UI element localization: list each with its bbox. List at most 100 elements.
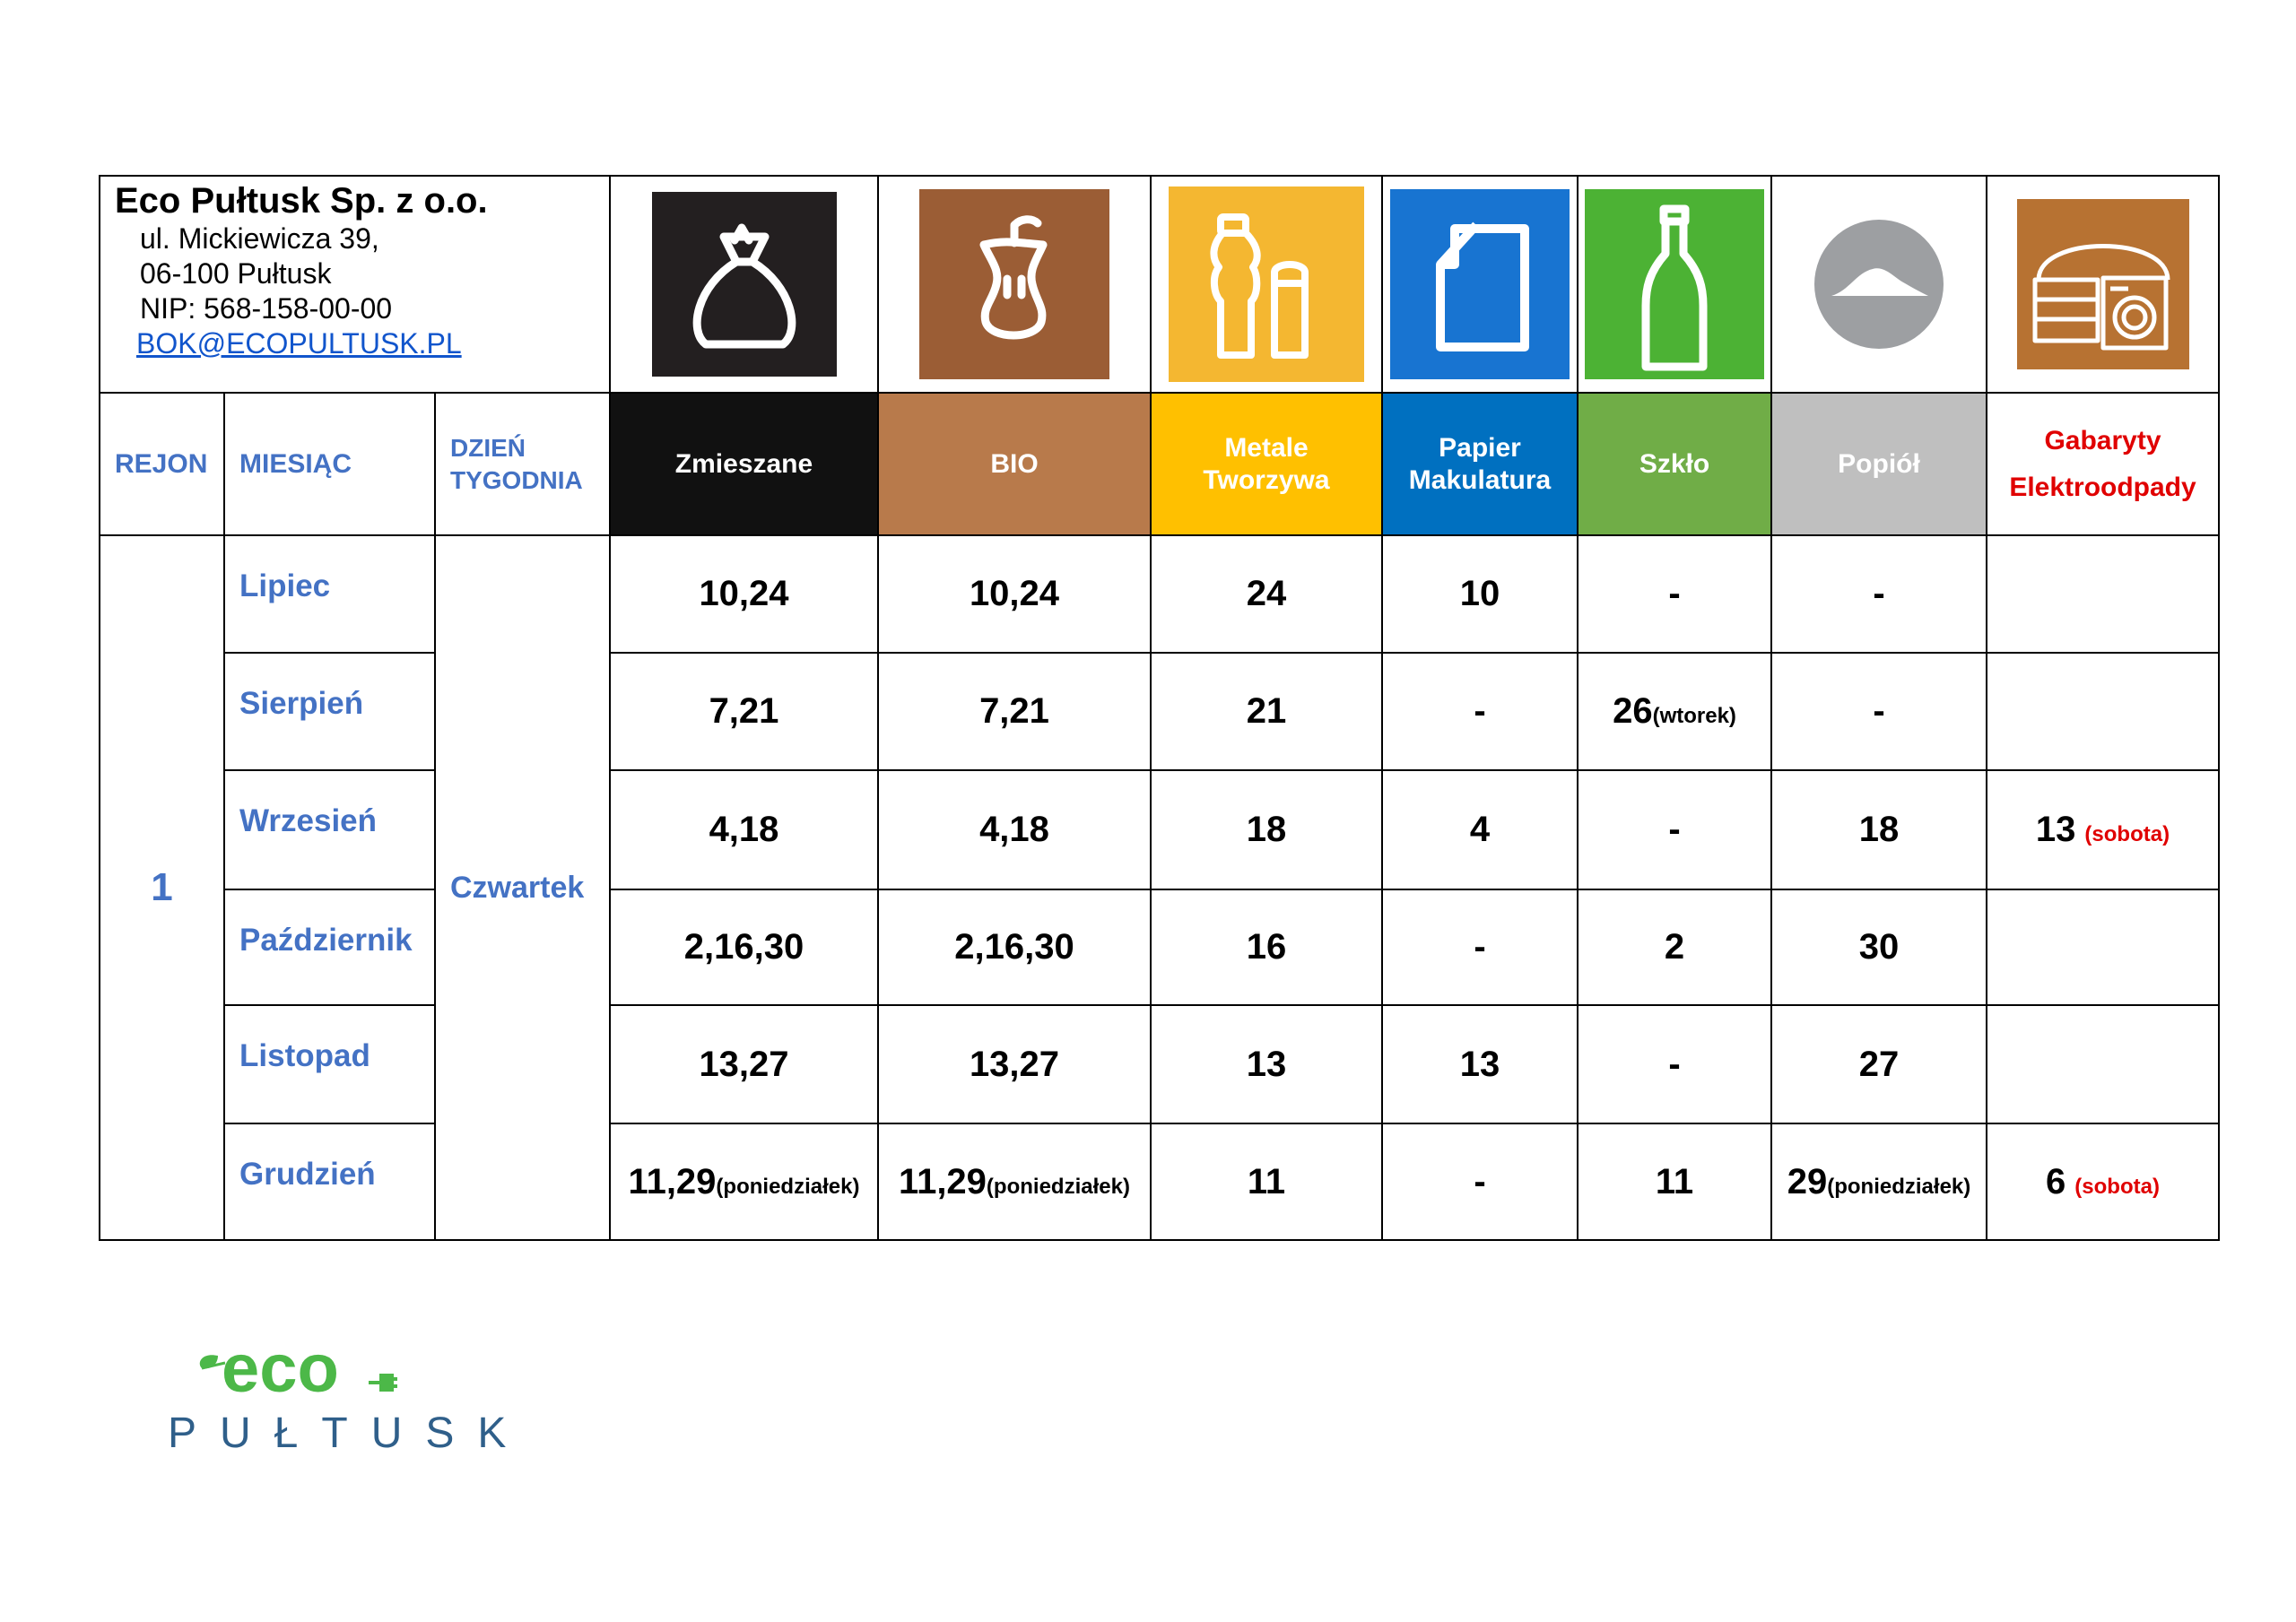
schedule-cell: 6 (sobota) — [1986, 1123, 2220, 1241]
pickup-days: 10 — [1459, 574, 1500, 613]
schedule-cell: 29(poniedziałek) — [1770, 1123, 1987, 1241]
month-label: Lipiec — [223, 534, 436, 654]
schedule-cell: 13 — [1381, 1004, 1578, 1124]
schedule-cell: 2,16,30 — [609, 889, 879, 1006]
schedule-cell: 21 — [1150, 652, 1383, 771]
pickup-days: 4,18 — [709, 810, 779, 849]
pickup-days: 2 — [1664, 927, 1685, 967]
pickup-days: 24 — [1246, 574, 1287, 613]
header-day: DZIEŃ TYGODNIA — [434, 392, 611, 536]
schedule-cell: 4 — [1381, 769, 1578, 890]
category-label: Popiół — [1838, 448, 1920, 479]
pickup-days: - — [1474, 691, 1486, 731]
header-day-line2: TYGODNIA — [450, 465, 583, 494]
pickup-days: 10,24 — [969, 574, 1060, 613]
table-row: Wrzesień 4,18 4,18 18 4 - 18 13 (sobota) — [100, 769, 2220, 890]
weekday-note-red: (sobota) — [2074, 1174, 2160, 1199]
table-row: Listopad 13,27 13,27 13 13 - 27 — [100, 1004, 2220, 1124]
icon-cell-bio — [877, 175, 1152, 394]
schedule-cell: 2 — [1577, 889, 1772, 1006]
ash-pile-icon — [1814, 220, 1944, 349]
weekday-note: (poniedziałek) — [986, 1174, 1130, 1199]
category-label: BIO — [990, 448, 1039, 479]
schedule-cell: - — [1770, 652, 1987, 771]
pickup-days: 11 — [1655, 1161, 1694, 1201]
company-name: Eco Pułtusk Sp. z o.o. — [115, 181, 488, 221]
schedule-cell: 26(wtorek) — [1577, 652, 1772, 771]
schedule-cell: 4,18 — [609, 769, 879, 890]
pickup-days: 18 — [1246, 810, 1287, 849]
leaf-icon — [199, 1355, 226, 1370]
month-label: Sierpień — [223, 652, 436, 771]
schedule-cell: 11 — [1150, 1123, 1383, 1241]
pickup-days: - — [1668, 574, 1681, 613]
table-row: Październik 2,16,30 2,16,30 16 - 2 30 — [100, 889, 2220, 1006]
weekday-note: (wtorek) — [1652, 704, 1736, 728]
schedule-cell: 11,29(poniedziałek) — [877, 1123, 1152, 1241]
pickup-days: 11 — [1247, 1161, 1286, 1201]
weekday-note-red: (sobota) — [2084, 822, 2170, 846]
pickup-days: 27 — [1858, 1044, 1900, 1084]
weekday-note: (poniedziałek) — [716, 1174, 860, 1199]
icon-row: Eco Pułtusk Sp. z o.o. ul. Mickiewicza 3… — [99, 175, 2220, 394]
table-row: 1 Lipiec Czwartek 10,24 10,24 24 10- - — [99, 534, 2220, 1241]
schedule-cell: - — [1381, 652, 1578, 771]
schedule-cell: 13 — [1150, 1004, 1383, 1124]
pickup-days: 2,16,30 — [683, 927, 804, 967]
category-label-second: Tworzywa — [1203, 464, 1330, 495]
pickup-days: 13 — [2035, 810, 2076, 849]
weekday-label: Czwartek — [434, 534, 611, 1241]
schedule-cell: 7,21 — [877, 652, 1152, 771]
schedule-cell: 7,21 — [609, 652, 879, 771]
pickup-days: 11,29 — [899, 1161, 987, 1201]
category-label-second: Elektroodpady — [2009, 472, 2196, 502]
schedule-cell: - — [1770, 534, 1987, 654]
paper-sheet-icon — [1390, 189, 1570, 379]
company-email-link[interactable]: BOK@ECOPULTUSK.PL — [136, 327, 462, 360]
schedule-cell: 13,27 — [609, 1004, 879, 1124]
category-label: Papier — [1439, 432, 1521, 463]
schedule-cell: 13 (sobota) — [1986, 769, 2220, 890]
pickup-days: 13,27 — [699, 1044, 789, 1084]
icon-cell-ash — [1770, 175, 1987, 394]
company-nip: NIP: 568-158-00-00 — [140, 292, 393, 325]
category-header-plastic: Metale Tworzywa — [1150, 392, 1383, 536]
category-header-ash: Popiół — [1770, 392, 1987, 536]
weekday-note: (poniedziałek) — [1827, 1174, 1971, 1199]
apple-core-icon — [919, 189, 1109, 379]
icon-cell-plastic — [1150, 175, 1383, 394]
header-month: MIESIĄC — [223, 392, 436, 536]
schedule-cell: 2,16,30 — [877, 889, 1152, 1006]
pickup-days: 13 — [1246, 1044, 1287, 1084]
schedule-cell: 11,29(poniedziałek) — [609, 1123, 879, 1241]
region-number: 1 — [99, 534, 225, 1241]
icon-cell-paper — [1381, 175, 1578, 394]
month-label: Październik — [223, 889, 436, 1006]
plug-icon — [369, 1374, 397, 1392]
company-postcode: 06-100 Pułtusk — [140, 257, 332, 290]
icon-cell-mixed — [609, 175, 879, 394]
category-label: Metale — [1224, 432, 1309, 463]
pickup-days: 13,27 — [969, 1044, 1060, 1084]
pickup-days: 7,21 — [979, 691, 1049, 731]
pickup-days: 11,29 — [628, 1161, 717, 1201]
category-header-mixed: Zmieszane — [609, 392, 879, 536]
category-label: Szkło — [1639, 448, 1710, 479]
month-label: Wrzesień — [223, 769, 436, 890]
pickup-days: 29 — [1787, 1161, 1828, 1201]
schedule-cell — [1986, 1004, 2220, 1124]
schedule-cell: - — [1381, 1123, 1578, 1241]
logo-city: PUŁTUSK — [168, 1409, 507, 1457]
category-header-bio: BIO — [877, 392, 1152, 536]
pickup-days: 10,24 — [699, 574, 789, 613]
trash-bag-icon — [651, 192, 837, 377]
company-address: ul. Mickiewicza 39, — [140, 222, 379, 255]
schedule-cell — [1986, 889, 2220, 1006]
header-row: REJON MIESIĄC DZIEŃ TYGODNIA Zmieszane B… — [99, 392, 2220, 536]
category-header-glass: Szkło — [1577, 392, 1772, 536]
pickup-days: 26 — [1613, 691, 1653, 731]
category-header-paper: Papier Makulatura — [1381, 392, 1578, 536]
schedule-cell: - — [1381, 889, 1578, 1006]
pickup-days: 6 — [2046, 1161, 2066, 1201]
schedule-cell: 10,24 — [877, 534, 1152, 654]
